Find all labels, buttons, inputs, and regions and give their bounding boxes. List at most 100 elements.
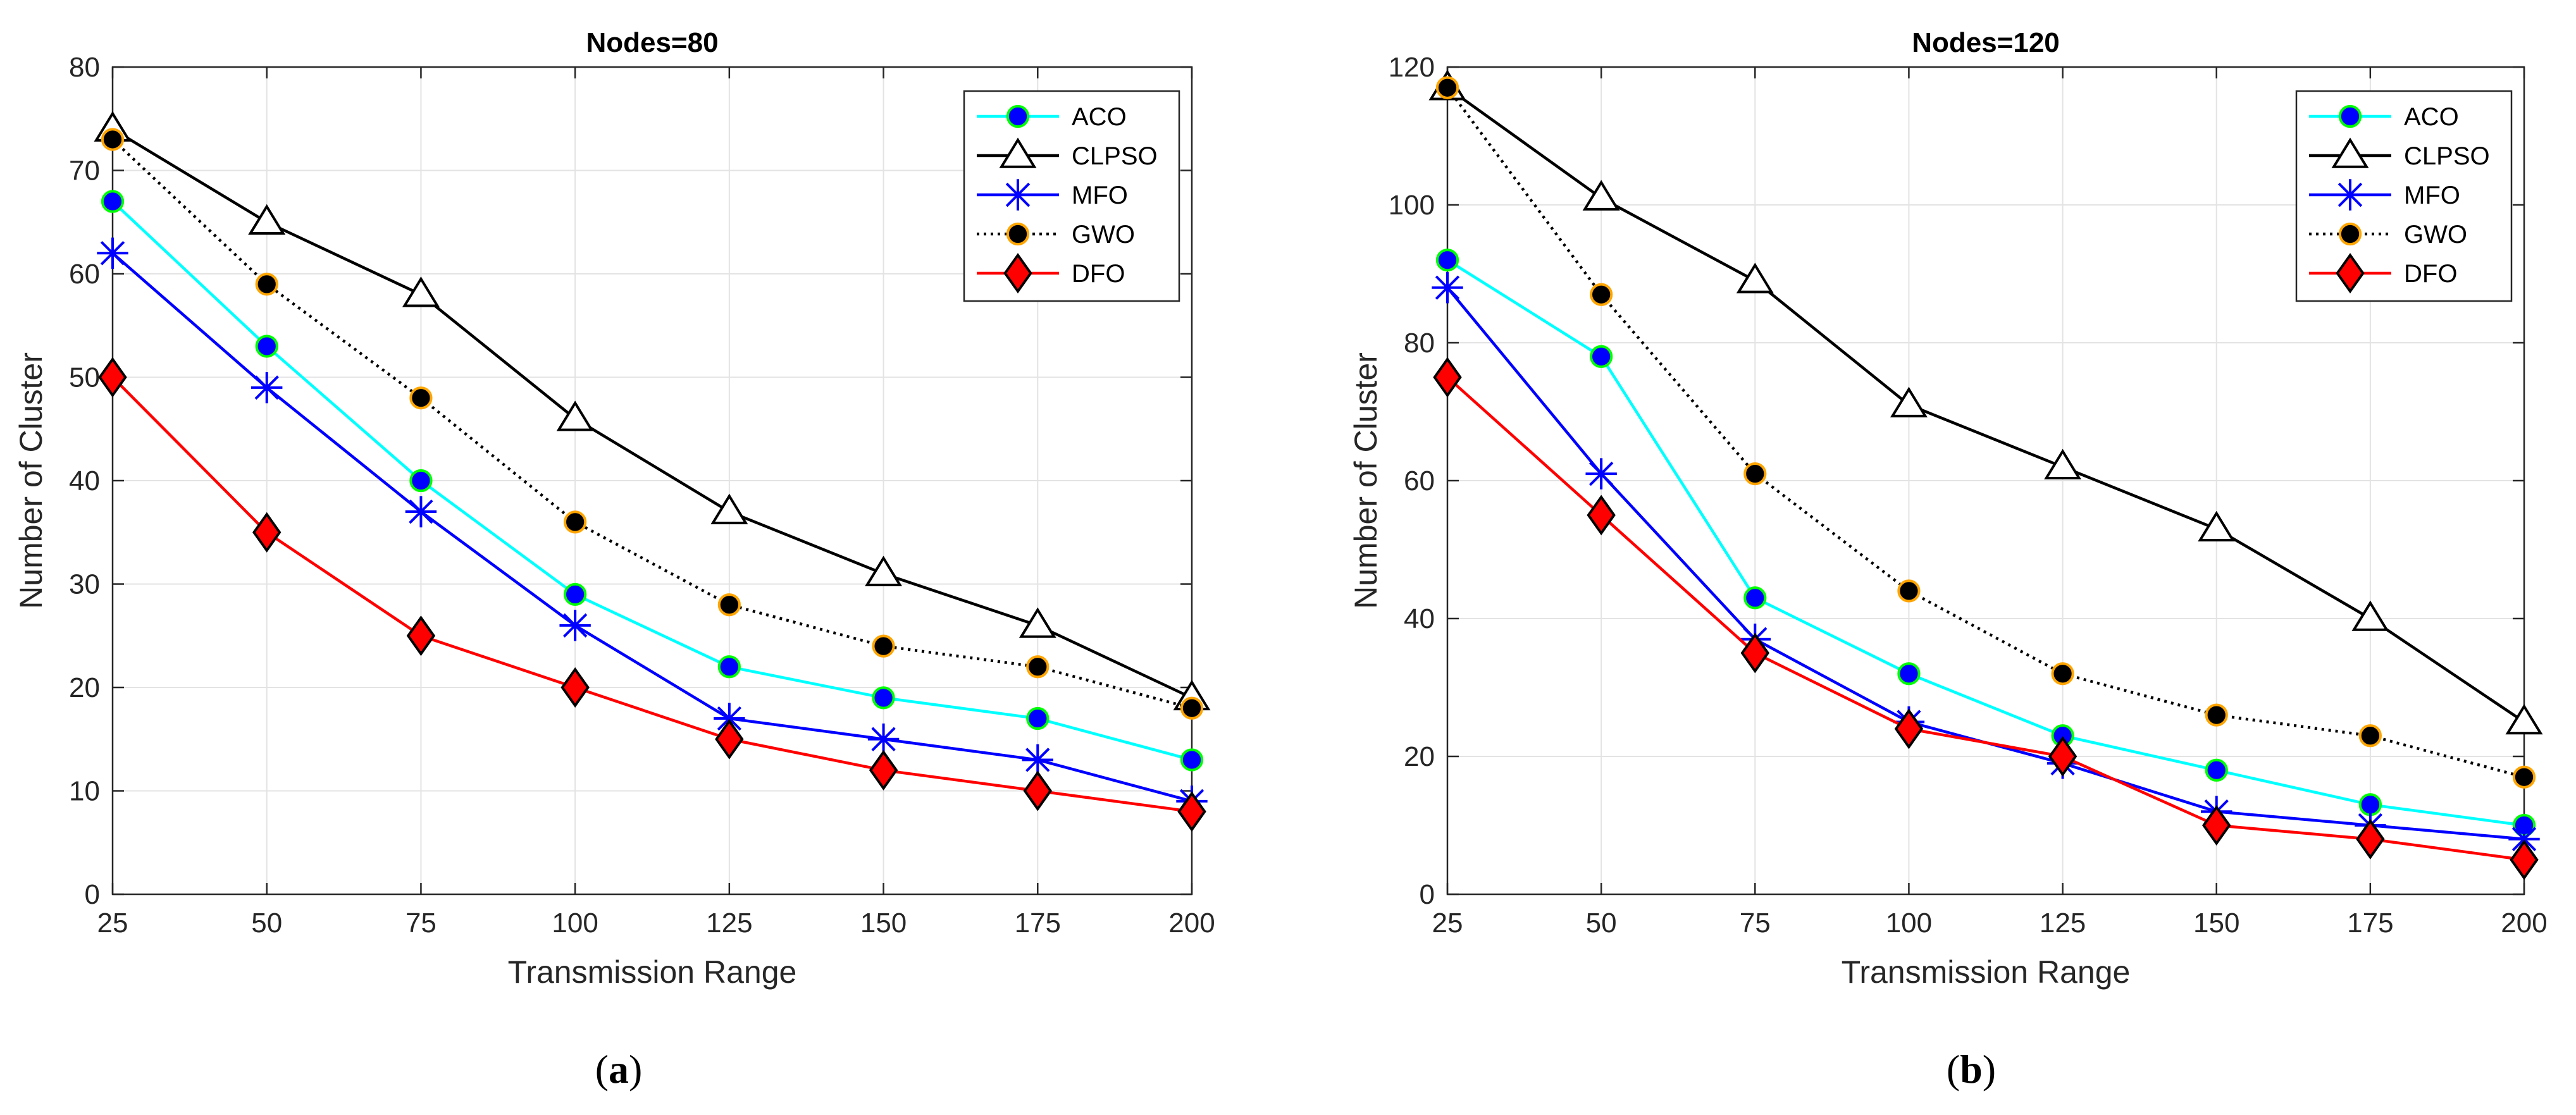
chart-title: Nodes=120: [1912, 27, 2060, 58]
data-point-gwo: [2051, 662, 2074, 686]
data-point-aco: [1590, 345, 1613, 368]
data-point-dfo: [406, 615, 436, 656]
data-point-clpso: [1582, 180, 1620, 211]
data-point-mfo: [714, 703, 745, 734]
data-point-clpso: [2505, 703, 2543, 735]
data-point-clpso: [556, 400, 594, 431]
data-point-aco: [1435, 249, 1459, 272]
data-point-mfo: [1585, 458, 1617, 490]
x-tick-label: 50: [1586, 908, 1617, 939]
data-point-clpso: [710, 493, 748, 524]
legend-label-gwo: GWO: [2404, 221, 2467, 249]
data-point-mfo: [2508, 823, 2540, 855]
y-tick-label: 30: [69, 569, 100, 600]
chart-panel-a: 25 50 75 100 125 150 175 200 0 10 20 30 40 50 60 70 80 No…: [13, 27, 1215, 990]
y-tick-label: 0: [1420, 879, 1435, 910]
data-point-gwo: [564, 510, 587, 534]
x-tick-label: 100: [552, 908, 598, 939]
data-point-dfo: [560, 667, 590, 708]
chart-title: Nodes=80: [586, 27, 718, 58]
data-point-dfo: [869, 749, 898, 791]
data-point-gwo: [1743, 462, 1767, 486]
data-point-gwo: [1435, 76, 1459, 99]
x-tick-label: 150: [2193, 908, 2239, 939]
x-axis-label: Transmission Range: [1842, 954, 2131, 990]
y-axis-label: Number of Cluster: [13, 352, 49, 609]
data-point-dfo: [1740, 632, 1770, 674]
series-line-gwo: [1446, 87, 2525, 779]
x-tick-label: 25: [1432, 908, 1463, 939]
y-tick-label: 40: [1404, 603, 1435, 634]
x-tick-label: 25: [97, 908, 128, 939]
x-tick-label: 75: [1740, 908, 1771, 939]
data-point-aco: [255, 335, 278, 358]
series-clpso: [94, 111, 1211, 711]
data-point-aco: [872, 686, 895, 710]
y-tick-label: 0: [85, 879, 100, 910]
data-point-aco: [564, 582, 587, 606]
data-point-mfo: [251, 372, 283, 403]
data-point-mfo: [405, 496, 437, 527]
legend-label-gwo: GWO: [1072, 221, 1135, 249]
y-tick-label: 10: [69, 776, 100, 807]
legend-marker-mfo: [2334, 179, 2366, 211]
legend-marker-gwo: [2338, 222, 2362, 246]
data-point-mfo: [1432, 272, 1463, 304]
y-tick-label: 20: [69, 672, 100, 703]
series-line-aco: [111, 200, 1192, 761]
data-point-clpso: [865, 555, 903, 586]
legend-marker-aco: [1006, 104, 1030, 128]
series-gwo: [101, 128, 1204, 720]
data-point-gwo: [255, 273, 278, 296]
series-aco: [1435, 249, 2536, 837]
series-line-dfo: [111, 376, 1192, 813]
x-tick-label: 125: [706, 908, 752, 939]
data-point-mfo: [97, 237, 128, 269]
legend-marker-dfo: [2336, 252, 2365, 294]
legend-marker-clpso: [999, 137, 1037, 168]
data-point-mfo: [559, 610, 591, 641]
chart-panel-b: 25 50 75 100 125 150 175 200 0 20 40 60 80 100 120 Node…: [1348, 27, 2548, 990]
data-point-dfo: [1894, 708, 1924, 749]
legend-label-mfo: MFO: [1072, 182, 1128, 209]
data-point-dfo: [2048, 736, 2078, 777]
legend-label-aco: ACO: [1072, 103, 1127, 131]
legend-marker-gwo: [1006, 222, 1030, 246]
data-point-gwo: [2512, 765, 2536, 789]
x-tick-label: 175: [2347, 908, 2393, 939]
x-tick-label: 175: [1015, 908, 1061, 939]
data-point-aco: [2205, 758, 2228, 782]
y-tick-label: 100: [1389, 190, 1435, 221]
y-tick-label: 60: [69, 259, 100, 290]
data-point-gwo: [2205, 703, 2228, 727]
x-tick-label: 200: [2501, 908, 2547, 939]
data-point-clpso: [1019, 607, 1056, 638]
series-clpso: [1428, 70, 2543, 735]
legend-marker-dfo: [1003, 252, 1032, 294]
legend-label-dfo: DFO: [1072, 260, 1125, 288]
data-point-aco: [409, 469, 433, 493]
x-axis-label: Transmission Range: [508, 954, 797, 990]
series-line-gwo: [111, 138, 1192, 710]
x-tick-label: 125: [2040, 908, 2086, 939]
data-point-aco: [1026, 706, 1050, 730]
y-tick-label: 60: [1404, 465, 1435, 496]
legend: ACO CLPSO MFO GWO DFO: [2295, 90, 2513, 302]
x-tick-label: 200: [1168, 908, 1215, 939]
data-point-clpso: [402, 276, 440, 307]
data-point-clpso: [2351, 600, 2389, 631]
y-tick-label: 120: [1389, 52, 1435, 83]
data-point-gwo: [1897, 579, 1921, 603]
y-tick-label: 80: [1404, 328, 1435, 359]
data-point-clpso: [1736, 262, 1774, 293]
data-point-dfo: [1587, 495, 1616, 536]
series-line-aco: [1446, 259, 2525, 827]
data-point-dfo: [1023, 770, 1053, 811]
caption-a: (a): [595, 1047, 643, 1092]
data-point-gwo: [1590, 283, 1613, 306]
data-point-dfo: [2356, 818, 2385, 859]
y-tick-label: 50: [69, 362, 100, 393]
x-tick-label: 50: [251, 908, 282, 939]
data-point-dfo: [1433, 357, 1462, 398]
